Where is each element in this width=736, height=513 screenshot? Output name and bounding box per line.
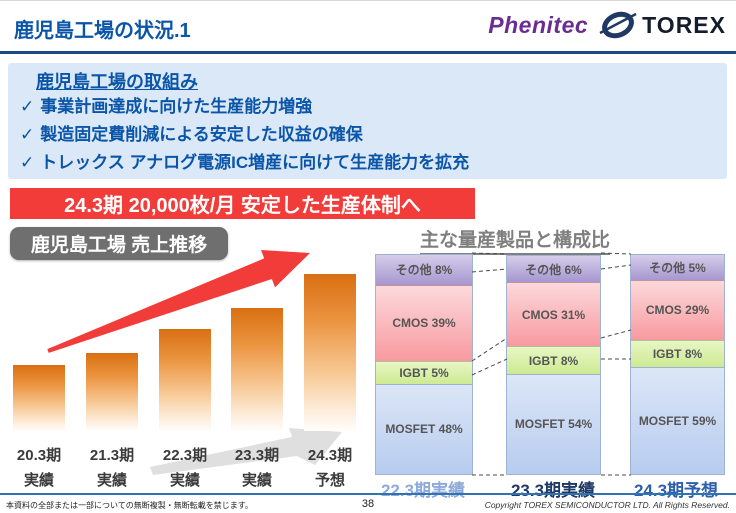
stacked-column-label: 24.3期予想 — [633, 481, 719, 500]
logo-group: Phenitec TOREX — [488, 9, 726, 41]
bar-22-3 — [159, 329, 211, 431]
axis-label: 21.3期 実績 — [89, 447, 135, 489]
torex-logo: TOREX — [598, 9, 726, 41]
footer-copyright: Copyright TOREX SEMICONDUCTOR LTD. All R… — [484, 500, 730, 510]
axis-label: 20.3期 実績 — [16, 447, 62, 489]
axis-label: 22.3期 実績 — [162, 447, 208, 489]
initiative-item: ✓ 事業計画達成に向けた生産能力増強 — [20, 92, 312, 117]
initiative-item: ✓ 製造固定費削減による安定した収益の確保 — [20, 120, 363, 145]
initiatives-heading: 鹿児島工場の取組み — [36, 72, 198, 92]
axis-label: 23.3期 実績 — [234, 447, 280, 489]
segment-mosfet: MOSFET 54% — [507, 373, 600, 474]
page-title: 鹿児島工場の状況.1 — [14, 20, 191, 42]
phenitec-logo: Phenitec — [488, 11, 589, 38]
initiatives-box: 鹿児島工場の取組み ✓ 事業計画達成に向けた生産能力増強 ✓ 製造固定費削減による安… — [8, 63, 727, 179]
check-icon: ✓ — [20, 125, 35, 144]
initiative-item: ✓ トレックス アナログ電源IC増産に向けて生産能力を拡充 — [20, 148, 469, 173]
footer-disclaimer: 本資料の全部または一部についての無断複製・無断転載を禁じます。 — [6, 501, 253, 510]
torex-logo-text: TOREX — [642, 11, 726, 38]
stacked-column-22-3: その他 8% CMOS 39% IGBT 5% MOSFET 48% — [375, 254, 473, 475]
initiative-text: 事業計画達成に向けた生産能力増強 — [40, 97, 313, 116]
initiative-text: トレックス アナログ電源IC増産に向けて生産能力を拡充 — [40, 153, 470, 172]
segment-igbt: IGBT 8% — [507, 346, 600, 374]
initiative-text: 製造固定費削減による安定した収益の確保 — [40, 125, 363, 144]
footer-divider — [0, 493, 736, 495]
stacked-chart-title: 主な量産製品と構成比 — [420, 225, 611, 255]
bar-23-3 — [231, 308, 283, 431]
segment-igbt: IGBT 8% — [631, 339, 724, 368]
stacked-column-24-3: その他 5% CMOS 29% IGBT 8% MOSFET 59% — [630, 254, 725, 475]
bar-24-3 — [304, 274, 356, 431]
torex-logo-icon — [599, 11, 637, 39]
segment-cmos: CMOS 31% — [507, 282, 600, 347]
axis-label: 24.3期 予想 — [307, 447, 353, 489]
stacked-column-label: 23.3期実績 — [510, 481, 596, 500]
segment-mosfet: MOSFET 48% — [376, 383, 472, 474]
header-divider — [0, 51, 736, 54]
stacked-column-23-3: その他 6% CMOS 31% IGBT 8% MOSFET 54% — [506, 255, 601, 475]
segment-mosfet: MOSFET 59% — [631, 367, 724, 474]
bar-21-3 — [86, 353, 138, 431]
check-icon: ✓ — [20, 97, 35, 116]
check-icon: ✓ — [20, 153, 35, 172]
segment-other: その他 5% — [631, 255, 724, 280]
bar-20-3 — [13, 365, 65, 431]
highlight-banner: 24.3期 20,000枚/月 安定した生産体制へ — [10, 188, 475, 219]
stacked-column-label: 22.3期実績 — [380, 481, 466, 500]
segment-igbt: IGBT 5% — [376, 360, 472, 384]
segment-cmos: CMOS 29% — [631, 279, 724, 340]
segment-other: その他 8% — [376, 255, 472, 285]
segment-other: その他 6% — [507, 256, 600, 283]
page-number: 38 — [361, 498, 375, 510]
segment-cmos: CMOS 39% — [376, 284, 472, 361]
chart-title-badge: 鹿児島工場 売上推移 — [10, 227, 228, 260]
